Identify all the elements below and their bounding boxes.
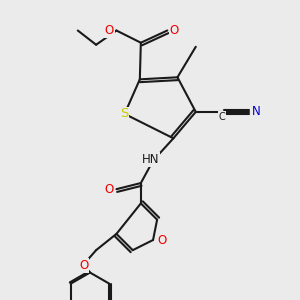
Text: C: C: [219, 112, 226, 122]
Text: O: O: [158, 233, 167, 247]
Text: N: N: [251, 105, 260, 119]
Text: O: O: [79, 259, 88, 272]
Text: O: O: [170, 24, 179, 37]
Text: O: O: [105, 183, 114, 196]
Text: HN: HN: [142, 153, 160, 166]
Text: O: O: [105, 24, 114, 37]
Text: S: S: [120, 107, 129, 120]
